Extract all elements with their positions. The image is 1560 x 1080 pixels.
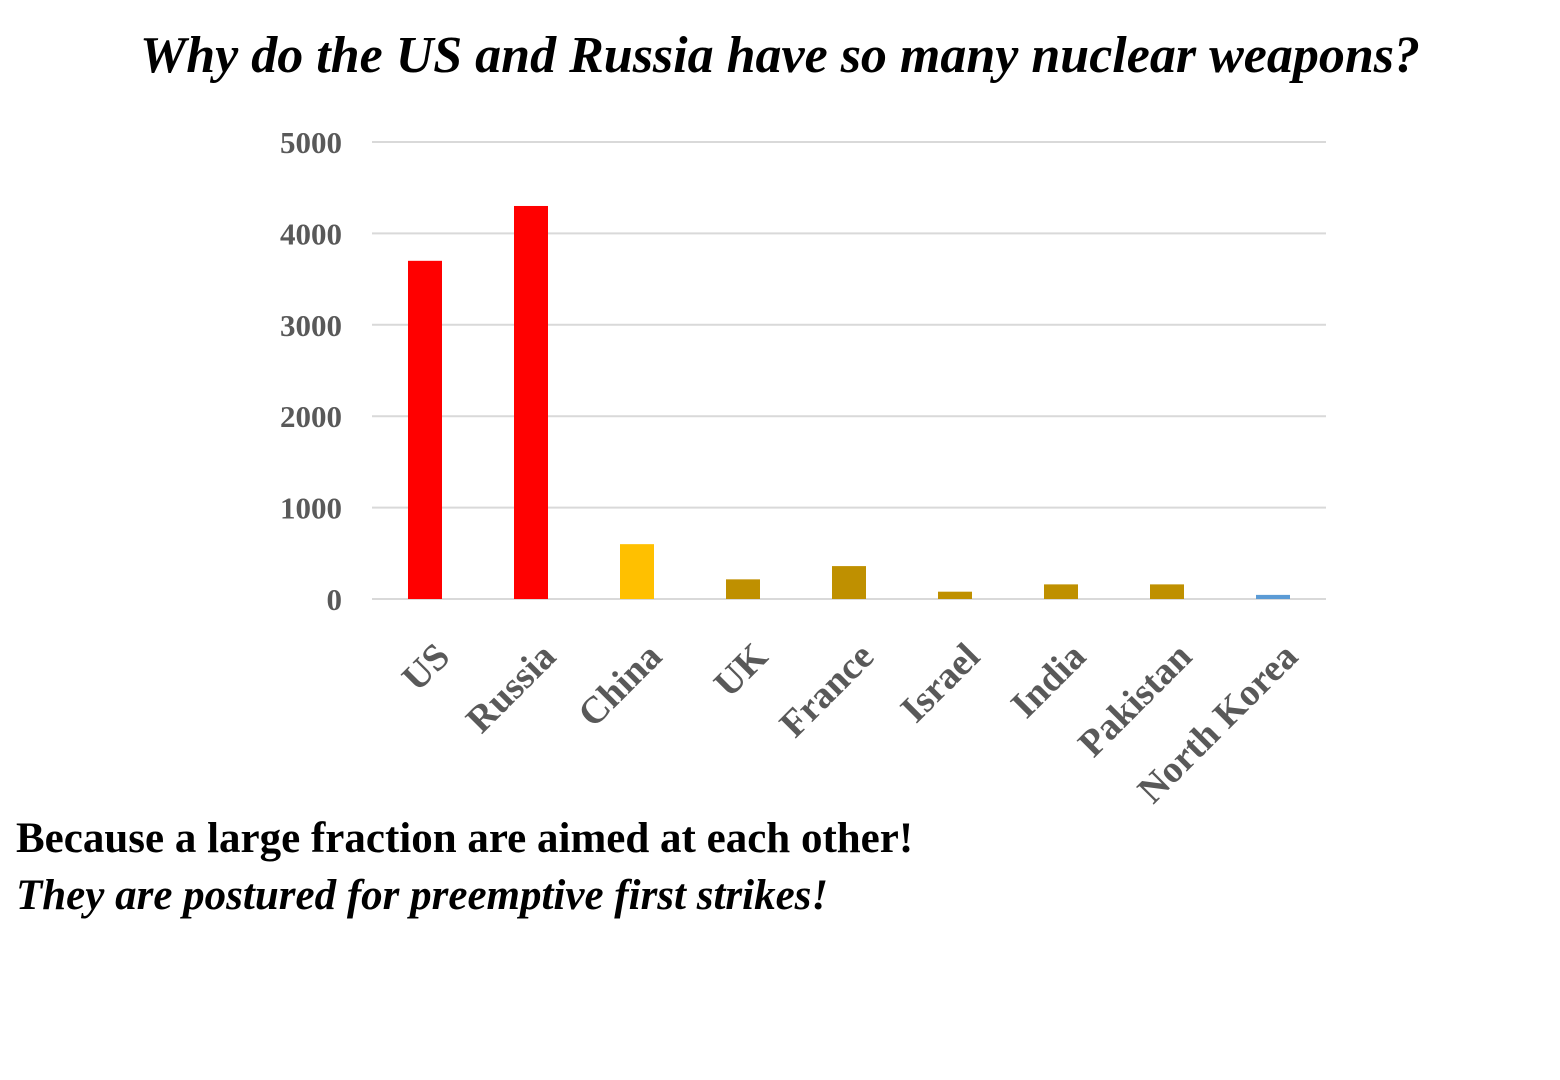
x-tick-label: China <box>570 635 670 735</box>
bar-russia <box>514 205 548 600</box>
y-axis-tick-labels: 0 1000 2000 3000 4000 5000 <box>280 125 342 617</box>
bars <box>408 205 1290 600</box>
x-tick-label: France <box>772 635 882 745</box>
x-tick-label: UK <box>706 635 776 705</box>
answer-text: Because a large fraction are aimed at ea… <box>16 815 914 862</box>
bar-north-korea <box>1256 594 1290 599</box>
y-tick-label: 3000 <box>280 308 342 343</box>
y-tick-label: 4000 <box>280 216 342 251</box>
y-tick-label: 5000 <box>280 125 342 160</box>
bar-uk <box>726 579 760 599</box>
y-tick-label: 0 <box>327 582 343 617</box>
y-tick-label: 2000 <box>280 399 342 434</box>
y-tick-label: 1000 <box>280 491 342 526</box>
bar-china <box>620 544 654 599</box>
bar-pakistan <box>1150 584 1184 599</box>
slide-title: Why do the US and Russia have so many nu… <box>140 27 1420 84</box>
bar-israel <box>938 591 972 599</box>
bar-chart: 0 1000 2000 3000 4000 5000 US Russia China UKFra… <box>280 125 1326 812</box>
x-tick-label: US <box>394 635 458 699</box>
bar-france <box>832 566 866 599</box>
x-tick-label: India <box>1003 635 1094 726</box>
x-tick-label: Russia <box>458 635 564 741</box>
bar-india <box>1044 584 1078 599</box>
subanswer-text: They are postured for preemptive first s… <box>16 872 829 919</box>
bar-us <box>408 260 442 599</box>
x-tick-label: Israel <box>893 635 988 730</box>
